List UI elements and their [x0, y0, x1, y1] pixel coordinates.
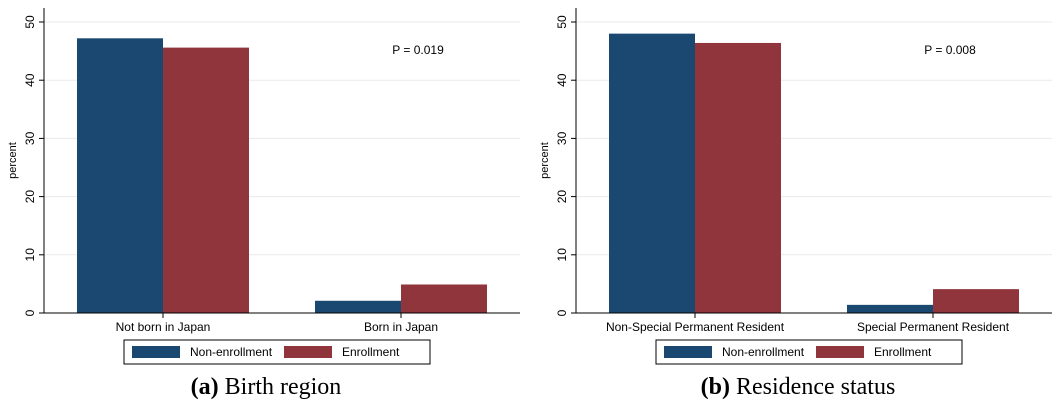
y-tick-label: 30: [23, 131, 37, 145]
y-tick-label: 10: [23, 248, 37, 262]
legend-label: Enrollment: [874, 345, 932, 359]
bar-enrollment: [933, 289, 1019, 313]
legend-swatch: [664, 346, 712, 358]
legend-swatch: [132, 346, 180, 358]
x-tick-label: Special Permanent Resident: [857, 320, 1010, 334]
caption-text: Residence status: [736, 374, 896, 400]
bar-non-enrollment: [609, 33, 695, 313]
y-tick-label: 20: [23, 190, 37, 204]
legend-label: Enrollment: [342, 345, 400, 359]
caption-residence-status: (b) Residence status: [532, 374, 1064, 401]
caption-label: (a): [190, 374, 219, 400]
x-tick-label: Born in Japan: [364, 320, 438, 334]
y-tick-label: 40: [23, 73, 37, 87]
legend-swatch: [816, 346, 864, 358]
bar-non-enrollment: [77, 38, 163, 314]
y-tick-label: 20: [555, 190, 569, 204]
bar-chart-birth-region: Not born in Japan Born in Japan 0 10 20 30 40 5…: [7, 8, 520, 365]
y-tick-label: 40: [555, 73, 569, 87]
y-tick-label: 0: [23, 309, 37, 316]
caption-birth-region: (a) Birth region: [0, 374, 532, 401]
y-tick-label: 10: [555, 248, 569, 262]
y-axis-title: percent: [7, 142, 19, 179]
p-value-annotation: P = 0.019: [392, 43, 444, 57]
p-value-annotation: P = 0.008: [924, 43, 976, 57]
bar-enrollment: [163, 47, 249, 313]
panel-birth-region: Not born in Japan Born in Japan 0 10 20 30 40 5…: [0, 8, 532, 401]
y-axis-title: percent: [539, 142, 551, 179]
caption-label: (b): [700, 374, 731, 400]
x-tick-label: Non-Special Permanent Resident: [606, 320, 785, 334]
legend-swatch: [284, 346, 332, 358]
legend-label: Non-enrollment: [190, 345, 273, 359]
y-tick-label: 50: [23, 15, 37, 29]
legend-label: Non-enrollment: [722, 345, 805, 359]
panel-residence-status: Non-Special Permanent Resident Special Pe…: [532, 0, 1064, 418]
bar-enrollment: [695, 42, 781, 314]
x-tick-label: Not born in Japan: [116, 320, 211, 334]
bar-non-enrollment: [315, 300, 401, 313]
bar-non-enrollment: [847, 304, 933, 313]
legend-box: [123, 339, 431, 365]
y-tick-label: 0: [555, 309, 569, 316]
caption-text: Birth region: [224, 374, 342, 400]
y-tick-label: 30: [555, 131, 569, 145]
bar-enrollment: [401, 284, 487, 313]
bar-chart-residence-status: Non-Special Permanent Resident Special Pe…: [539, 8, 1052, 365]
y-tick-label: 50: [555, 15, 569, 29]
